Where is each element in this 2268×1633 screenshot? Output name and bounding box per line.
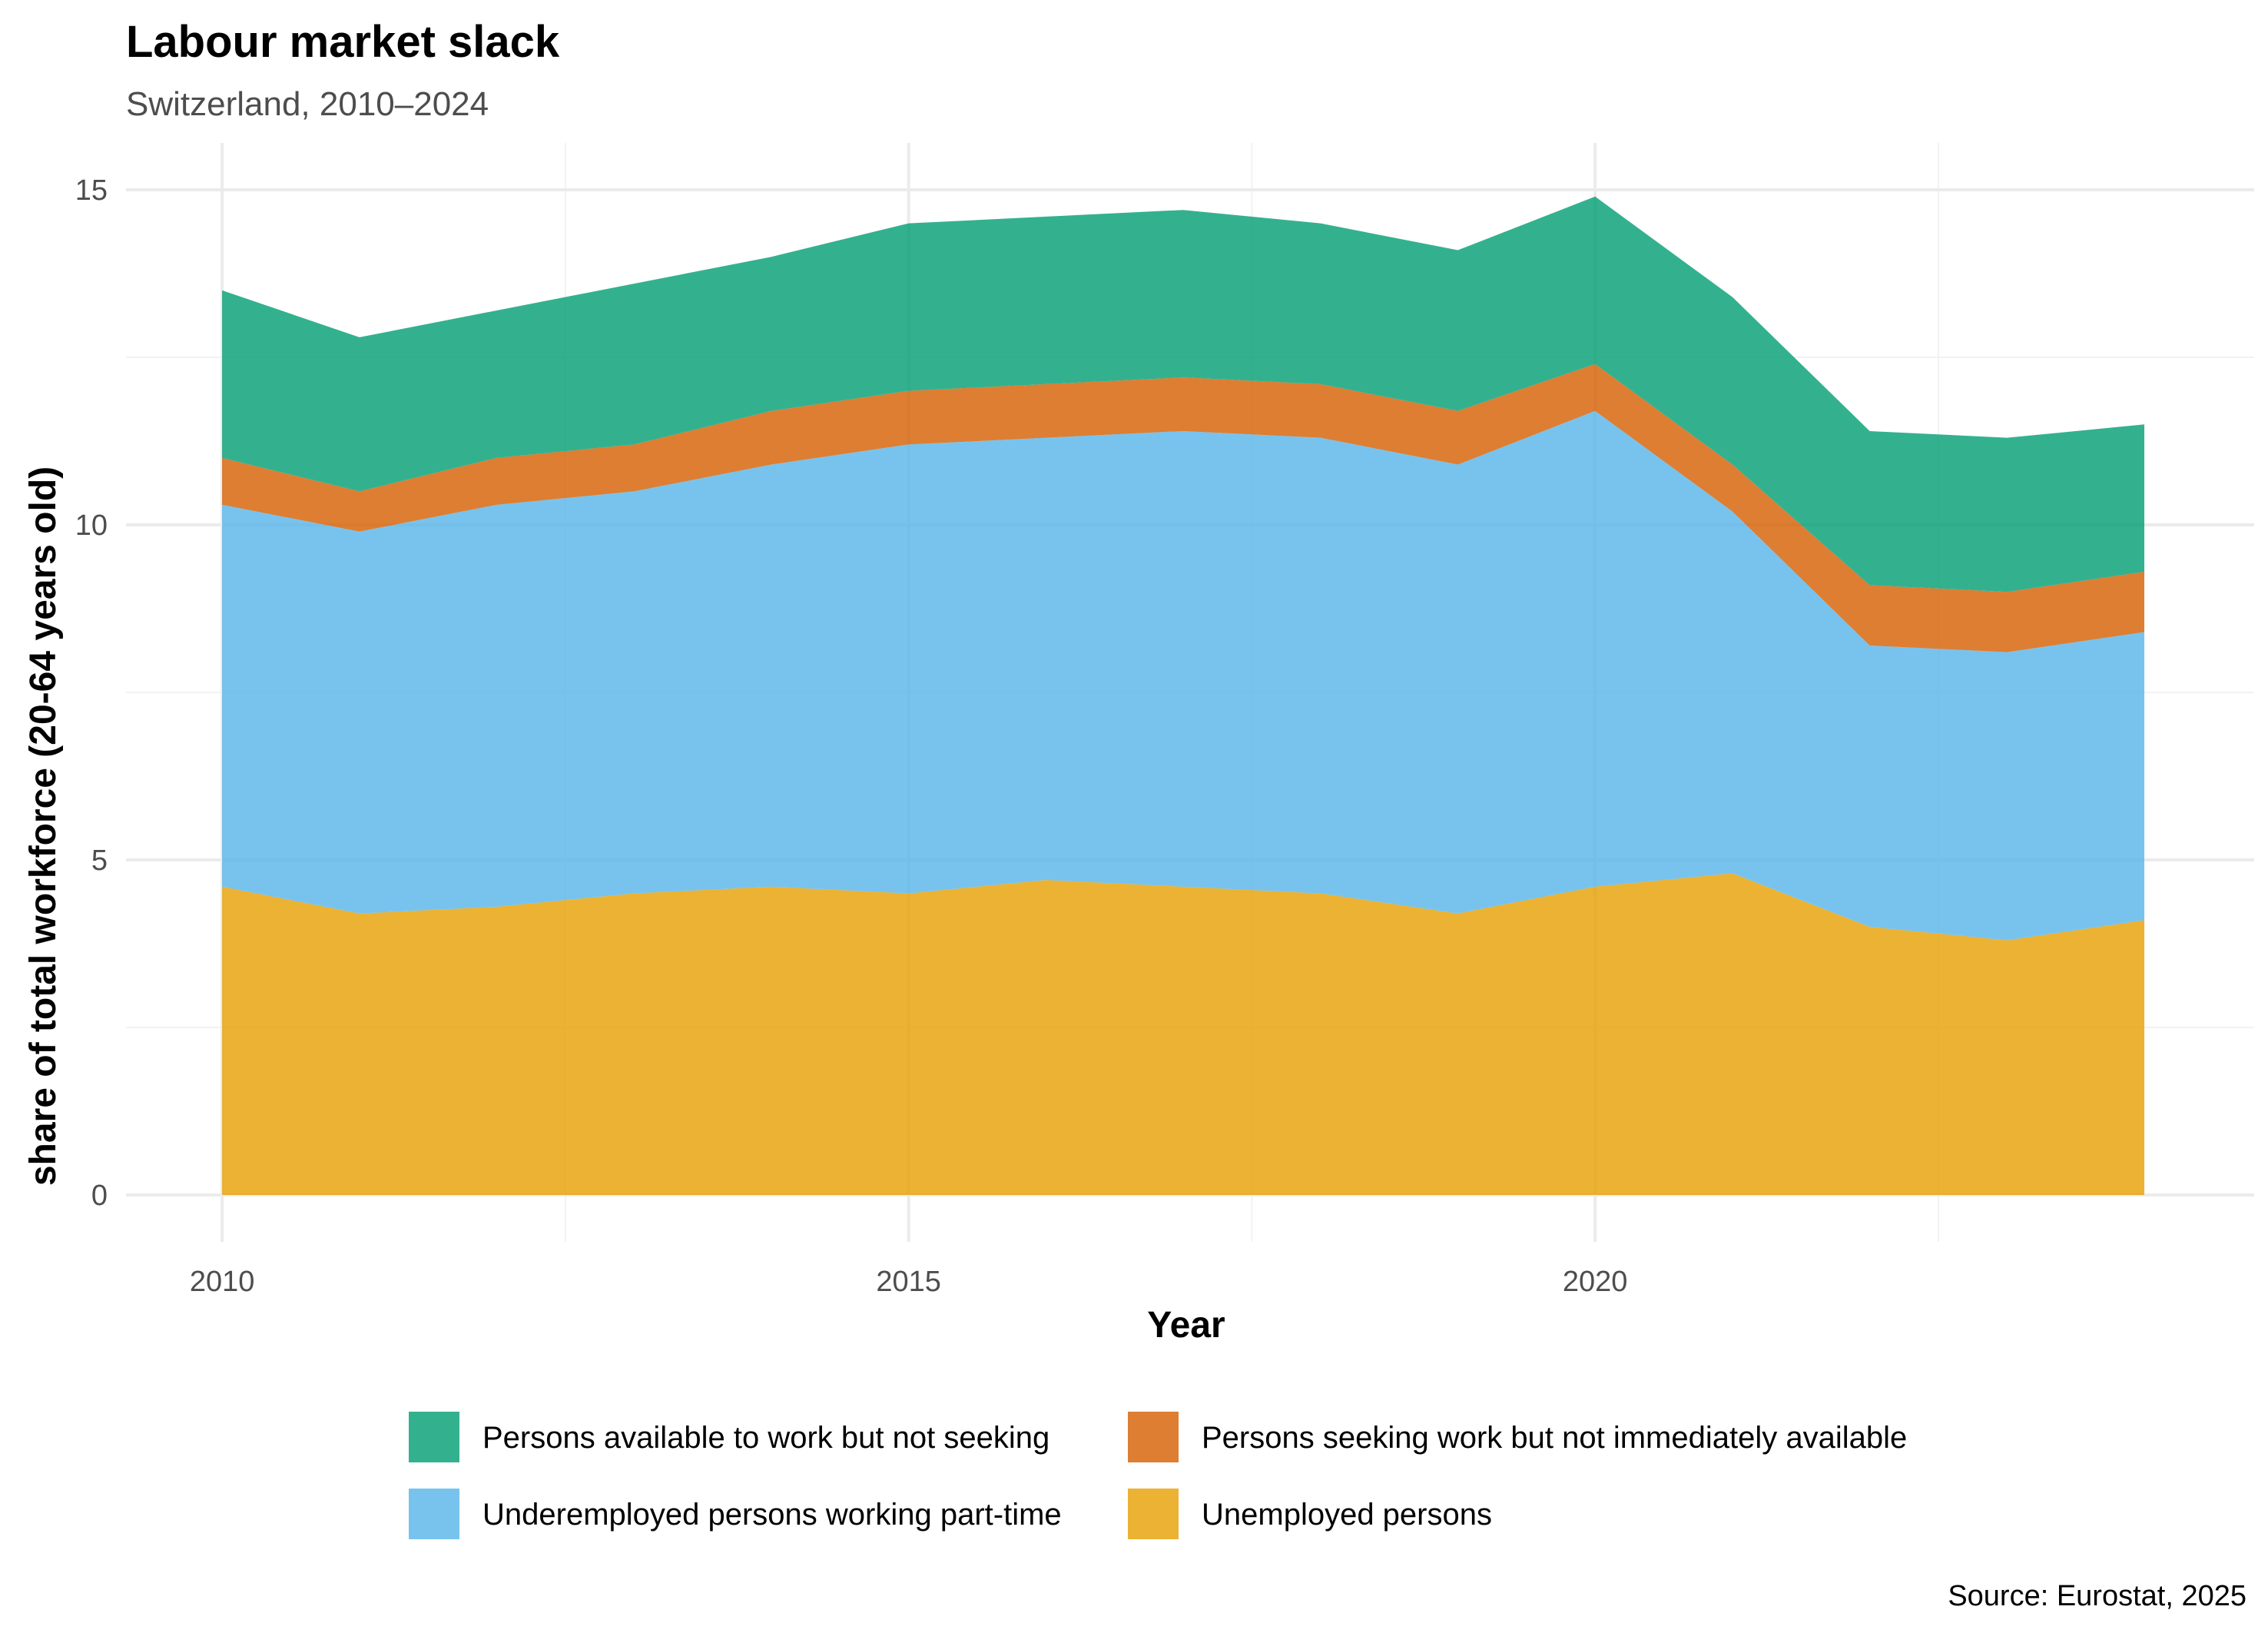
y-tick-label: 15 xyxy=(75,174,108,207)
y-tick-label: 5 xyxy=(91,845,108,877)
legend-key-persons-seeking-work-but-not-immediately-available xyxy=(1128,1412,1179,1462)
area-series-underemployed-persons-working-part-time xyxy=(222,410,2145,941)
legend-key-persons-available-to-work-but-not-seeking xyxy=(409,1412,459,1462)
legend-label: Underemployed persons working part-time xyxy=(482,1498,1062,1532)
chart-caption: Source: Eurostat, 2025 xyxy=(1948,1580,2246,1612)
legend: Persons available to work but not seekin… xyxy=(409,1412,1907,1539)
y-axis-ticks: 0 5 10 15 xyxy=(75,174,108,1212)
y-axis-title: share of total workforce (20-64 years ol… xyxy=(23,466,64,1186)
x-tick-label: 2010 xyxy=(190,1266,255,1298)
x-axis-ticks: 2010 2015 2020 xyxy=(190,1266,1628,1298)
y-tick-label: 10 xyxy=(75,509,108,542)
area-series-persons-available-to-work-but-not-seeking xyxy=(222,196,2145,592)
area-series-persons-seeking-work-but-not-immediately-available xyxy=(222,363,2145,652)
x-tick-label: 2020 xyxy=(1563,1266,1628,1298)
legend-label: Unemployed persons xyxy=(1202,1498,1492,1532)
area-series-unemployed-persons xyxy=(222,873,2145,1195)
legend-key-unemployed-persons xyxy=(1128,1489,1179,1539)
legend-key-underemployed-persons-working-part-time xyxy=(409,1489,459,1539)
chart-title: Labour market slack xyxy=(126,17,560,67)
legend-label: Persons available to work but not seekin… xyxy=(482,1421,1049,1455)
y-tick-label: 0 xyxy=(91,1180,108,1212)
plot-areas xyxy=(222,196,2145,1195)
chart-subtitle: Switzerland, 2010–2024 xyxy=(126,85,489,123)
x-axis-title: Year xyxy=(1147,1305,1225,1346)
legend-label: Persons seeking work but not immediately… xyxy=(1202,1421,1907,1455)
x-tick-label: 2015 xyxy=(876,1266,941,1298)
